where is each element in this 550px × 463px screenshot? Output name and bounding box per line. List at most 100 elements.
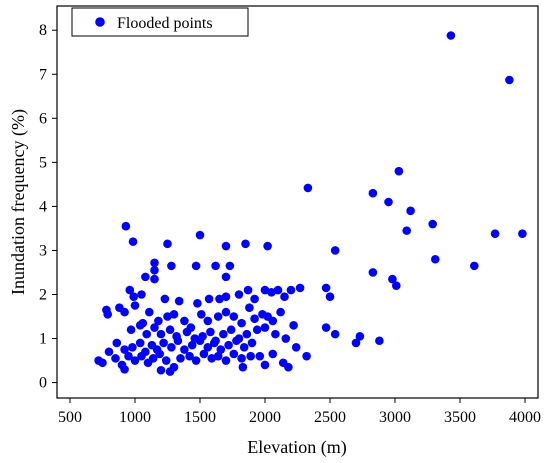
data-point [141, 272, 150, 282]
y-tick-label: 7 [39, 66, 47, 83]
data-point [225, 261, 235, 271]
data-point [191, 356, 201, 365]
y-axis-label: Inundation frequency (%) [8, 109, 29, 295]
data-point [267, 287, 276, 297]
data-point [263, 241, 272, 251]
data-point [302, 351, 311, 361]
data-point [174, 296, 184, 306]
data-point [255, 351, 265, 361]
data-point [111, 354, 120, 363]
data-point [176, 354, 185, 363]
data-point [221, 292, 231, 301]
data-point [428, 219, 438, 229]
legend-label: Flooded points [117, 15, 213, 32]
x-tick-label: 2000 [249, 409, 281, 426]
data-point [191, 261, 201, 271]
data-point [384, 197, 393, 207]
data-point [321, 283, 331, 293]
data-point [242, 329, 252, 339]
data-point [150, 274, 159, 284]
data-point [518, 229, 527, 239]
data-point [128, 237, 138, 246]
data-point [185, 351, 194, 361]
data-points [94, 31, 527, 376]
data-point [137, 290, 146, 299]
data-point [273, 285, 283, 295]
y-tick-label: 4 [39, 198, 47, 215]
data-point [203, 343, 213, 352]
data-point [241, 239, 250, 249]
y-tick-label: 6 [39, 110, 47, 127]
data-point [505, 75, 514, 85]
x-tick-label: 500 [58, 409, 82, 426]
data-point [330, 329, 340, 339]
data-point [195, 230, 205, 240]
data-point [268, 349, 278, 359]
data-point [368, 188, 378, 198]
y-tick-label: 1 [39, 331, 47, 348]
data-point [237, 318, 246, 328]
data-point [121, 221, 131, 231]
data-point [375, 336, 384, 346]
data-point [394, 166, 404, 176]
data-point [286, 285, 296, 295]
data-point [167, 343, 176, 352]
data-point [221, 272, 231, 282]
data-point [197, 310, 206, 319]
data-point [129, 292, 138, 301]
data-point [148, 354, 158, 363]
data-point [207, 354, 216, 363]
data-point [351, 338, 361, 348]
data-point [195, 336, 205, 346]
data-point [260, 360, 270, 370]
data-point [180, 345, 189, 354]
data-point [303, 183, 313, 193]
data-point [280, 292, 289, 301]
data-point [260, 323, 270, 332]
data-point [271, 329, 280, 339]
data-point [392, 281, 401, 290]
data-point [247, 338, 257, 348]
data-point [368, 268, 378, 277]
y-tick-label: 3 [39, 242, 47, 259]
y-tick-label: 8 [39, 22, 47, 39]
data-point [173, 336, 183, 346]
data-point [239, 343, 249, 352]
data-point [406, 206, 415, 216]
data-point [289, 321, 298, 330]
data-point [229, 312, 239, 321]
data-point [154, 316, 163, 326]
data-point [135, 338, 145, 348]
data-point [229, 349, 239, 359]
data-point [213, 312, 223, 321]
data-point [145, 307, 154, 317]
x-tick-label: 4000 [509, 409, 541, 426]
data-point [169, 310, 179, 319]
data-point [112, 338, 122, 348]
data-point [219, 329, 228, 339]
data-point [246, 351, 255, 361]
data-point [281, 334, 291, 343]
data-point [155, 349, 164, 359]
data-point [165, 325, 175, 335]
data-point [250, 314, 259, 324]
data-point [276, 307, 285, 317]
data-point [165, 367, 175, 376]
data-point [98, 358, 107, 368]
data-point [187, 340, 197, 350]
data-point [221, 241, 231, 251]
data-point [163, 312, 172, 321]
data-point [160, 294, 170, 304]
legend-marker [95, 17, 105, 27]
data-point [150, 323, 159, 332]
data-point [120, 345, 129, 354]
data-point [252, 325, 262, 335]
data-point [120, 307, 129, 317]
data-point [260, 285, 270, 295]
x-tick-label: 1000 [119, 409, 151, 426]
data-point [130, 301, 140, 310]
data-point [238, 362, 248, 372]
data-point [355, 332, 365, 341]
data-point [321, 323, 331, 332]
